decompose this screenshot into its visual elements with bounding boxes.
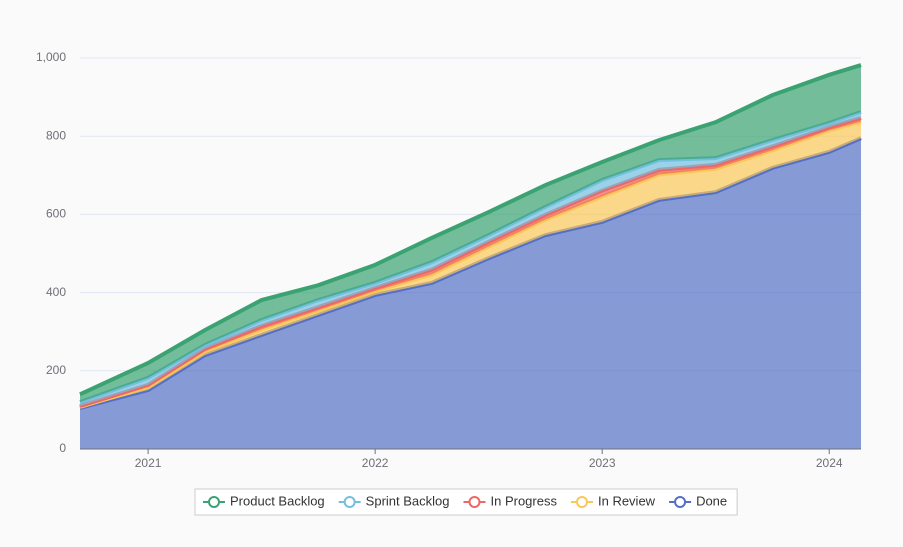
legend-icon — [343, 496, 356, 508]
legend-item[interactable]: Product Backlog — [203, 493, 325, 508]
x-tick-label: 2024 — [816, 456, 843, 470]
y-tick-label: 600 — [46, 207, 66, 221]
legend-icon — [208, 496, 220, 508]
legend-item[interactable]: In Review — [570, 493, 656, 508]
area — [80, 65, 861, 403]
legend-item[interactable]: In Progress — [463, 493, 558, 508]
legend-icon — [575, 496, 588, 508]
y-tick-label: 200 — [46, 363, 66, 377]
legend-label: Product Backlog — [230, 493, 325, 508]
legend-label: In Review — [598, 493, 656, 508]
legend-label: In Progress — [491, 493, 558, 508]
legend-icon — [674, 496, 687, 508]
area — [80, 138, 861, 449]
legend-icon — [468, 496, 481, 508]
x-tick-label: 2021 — [135, 456, 162, 470]
area — [80, 121, 861, 408]
legend-label: Done — [696, 493, 727, 508]
legend-item[interactable]: Sprint Backlog — [338, 493, 450, 508]
legend-label: Sprint Backlog — [366, 493, 450, 508]
y-tick-label: 400 — [46, 285, 66, 299]
y-tick-label: 1,000 — [36, 50, 66, 64]
x-tick-label: 2022 — [362, 456, 389, 470]
y-tick-label: 0 — [59, 441, 66, 455]
legend-item[interactable]: Done — [669, 493, 727, 508]
x-tick-label: 2023 — [589, 456, 616, 470]
series-line — [79, 63, 862, 397]
area — [80, 111, 861, 406]
y-tick-label: 800 — [46, 128, 66, 142]
legend: Product Backlog Sprint Backlog In Progress… — [194, 488, 738, 516]
